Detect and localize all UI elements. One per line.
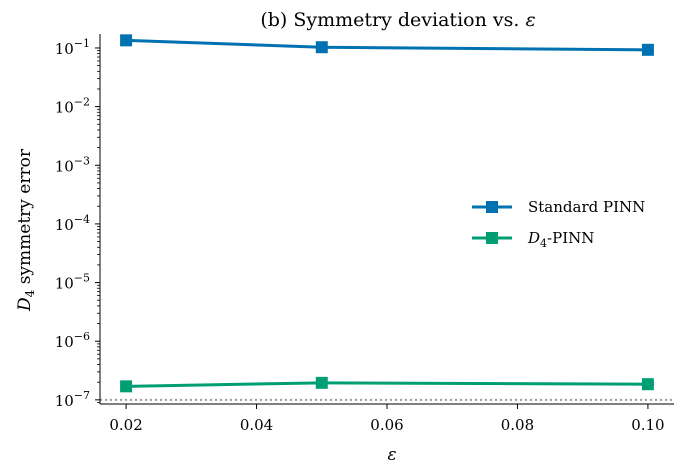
x-tick-label: 0.04 (240, 416, 273, 434)
y-tick-label: 10−5 (55, 272, 90, 293)
series-0-point (642, 44, 654, 56)
legend-marker-d4-pinn (486, 232, 498, 244)
y-tick-label: 10−7 (55, 389, 90, 410)
series-line-1 (126, 383, 648, 386)
y-axis-ticks: 10−7 10−6 10−5 10−4 10−3 10−2 10−1 (55, 37, 100, 410)
series-0-point (120, 34, 132, 46)
x-axis-title: ε (387, 445, 396, 465)
plot-area (100, 34, 674, 400)
series-1-point (642, 378, 654, 390)
legend-label-standard-pinn: Standard PINN (528, 198, 645, 216)
legend-item-d4-pinn: D4-PINN (472, 229, 594, 250)
x-tick-label: 0.02 (109, 416, 142, 434)
y-tick-label: 10−6 (55, 330, 90, 351)
x-tick-label: 0.10 (631, 416, 664, 434)
series-0-point (316, 41, 328, 53)
legend-item-standard-pinn: Standard PINN (472, 198, 645, 216)
legend-label-d4-pinn: D4-PINN (527, 229, 594, 250)
legend-marker-standard-pinn (486, 201, 498, 213)
series-line-0 (126, 40, 648, 49)
x-axis-ticks: 0.02 0.04 0.06 0.08 0.10 (109, 404, 664, 434)
y-tick-label: 10−2 (55, 96, 90, 117)
y-axis-title: D4 symmetry error (15, 148, 37, 312)
legend: Standard PINN D4-PINN (472, 198, 645, 250)
chart-title: (b) Symmetry deviation vs. ε (260, 9, 535, 31)
x-tick-label: 0.08 (501, 416, 534, 434)
series-1-point (120, 380, 132, 392)
y-tick-label: 10−3 (55, 154, 90, 175)
x-tick-label: 0.06 (370, 416, 403, 434)
y-tick-label: 10−1 (55, 37, 90, 58)
series-1-point (316, 377, 328, 389)
y-tick-label: 10−4 (55, 213, 90, 234)
